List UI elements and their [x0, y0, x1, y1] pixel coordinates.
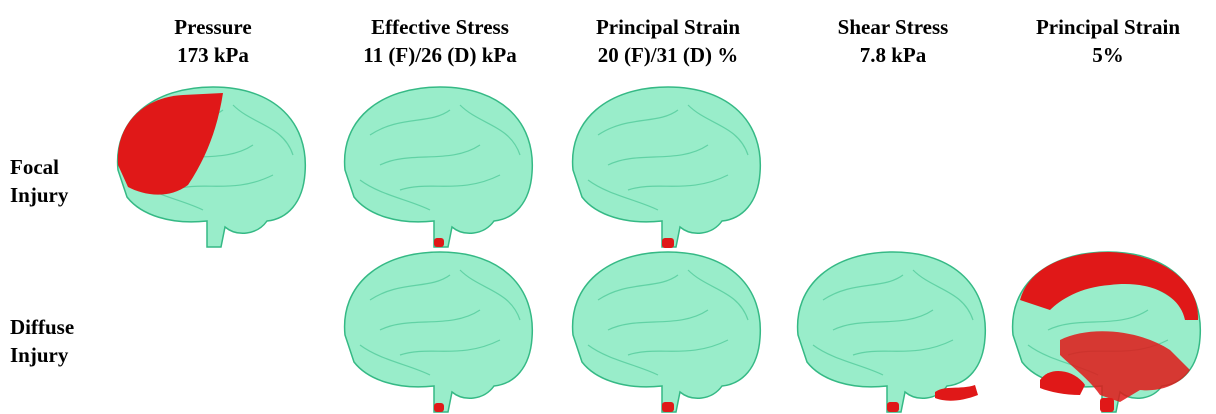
column-title: Shear Stress: [838, 15, 949, 39]
figure: Pressure 173 kPa Effective Stress 11 (F)/26…: [0, 0, 1216, 414]
row-label: Focal: [10, 155, 59, 179]
brain-render: [1013, 252, 1201, 412]
brain-render: [573, 252, 761, 412]
column-subtitle: 11 (F)/26 (D) kPa: [363, 43, 517, 67]
row-label: Injury: [10, 183, 69, 207]
column-title: Pressure: [174, 15, 251, 39]
column-subtitle: 20 (F)/31 (D) %: [598, 43, 739, 67]
brain-render: [118, 87, 306, 247]
brain-render: [573, 87, 761, 248]
column-title: Principal Strain: [1036, 15, 1180, 39]
column-title: Effective Stress: [371, 15, 509, 39]
column-title: Principal Strain: [596, 15, 740, 39]
column-subtitle: 173 kPa: [177, 43, 249, 67]
column-subtitle: 5%: [1092, 43, 1124, 67]
row-label: Diffuse: [10, 315, 74, 339]
brain-render: [345, 87, 533, 247]
row-label: Injury: [10, 343, 69, 367]
brain-render: [345, 252, 533, 412]
column-subtitle: 7.8 kPa: [860, 43, 927, 67]
brain-render: [798, 252, 986, 412]
